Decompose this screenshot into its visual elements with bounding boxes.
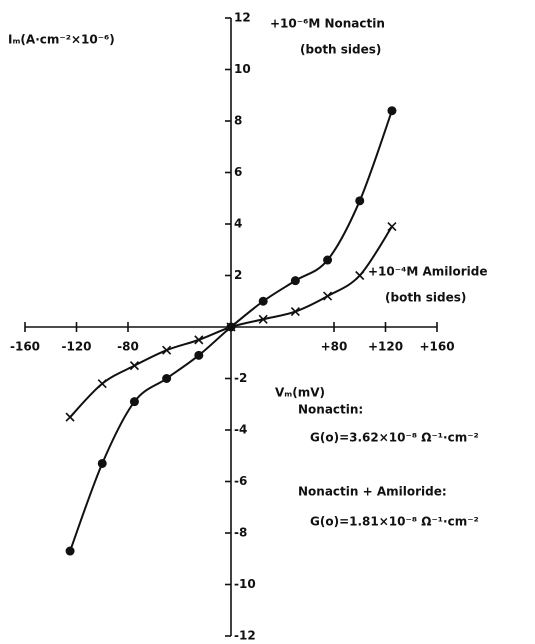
y-axis-label: Iₘ(A·cm⁻²×10⁻⁶): [8, 33, 115, 47]
point: [355, 196, 365, 206]
point: [387, 222, 397, 232]
point: [322, 291, 333, 301]
y-tick-label: 12: [234, 11, 251, 25]
cross-stroke: [162, 345, 172, 355]
x-tick-label: +120: [368, 340, 403, 354]
x-tick-label: -80: [117, 340, 139, 354]
point: [194, 350, 204, 360]
annotation: Nonactin:: [298, 403, 363, 417]
cross-stroke: [194, 335, 204, 345]
point: [97, 458, 107, 468]
point: [162, 345, 172, 355]
cross-stroke: [322, 291, 333, 301]
y-tick-label: -6: [234, 474, 247, 488]
y-tick-label: 6: [234, 165, 242, 179]
x-tick-label: -160: [10, 340, 40, 354]
point: [129, 361, 140, 371]
point: [258, 296, 268, 306]
point: [162, 374, 172, 383]
cross-stroke: [258, 314, 268, 324]
point: [290, 306, 300, 317]
x-tick-label: -120: [61, 340, 91, 354]
point: [65, 546, 75, 556]
y-tick-label: -2: [234, 371, 247, 385]
legend-note: (both sides): [385, 291, 466, 305]
point: [355, 270, 365, 281]
legend-note: (both sides): [300, 43, 381, 57]
cross-stroke: [355, 270, 365, 281]
legend-label: +10⁻⁶M Nonactin: [270, 17, 385, 31]
point: [258, 314, 268, 324]
y-tick-label: -8: [234, 526, 247, 540]
cross-stroke: [226, 322, 236, 332]
annotation: Nonactin + Amiloride:: [298, 485, 447, 499]
annotation: G(o)=1.81×10⁻⁸ Ω⁻¹·cm⁻²: [310, 515, 479, 529]
point: [65, 412, 75, 422]
y-tick-label: 4: [234, 217, 242, 231]
legend-label: +10⁻⁴M Amiloride: [368, 265, 487, 279]
point: [129, 397, 139, 407]
x-axis-label: Vₘ(mV): [275, 386, 325, 400]
y-tick-label: -12: [234, 629, 256, 643]
point: [226, 322, 236, 332]
point: [194, 335, 204, 345]
point: [387, 106, 397, 116]
x-tick-label: +80: [321, 340, 348, 354]
cross-stroke: [129, 361, 140, 371]
y-tick-label: 8: [234, 114, 242, 128]
cross-stroke: [387, 222, 397, 232]
point: [290, 276, 300, 286]
point: [97, 379, 107, 389]
y-tick-label: -4: [234, 423, 247, 437]
cross-stroke: [65, 412, 75, 422]
cross-stroke: [290, 306, 300, 317]
x-tick-label: +160: [419, 340, 454, 354]
y-tick-label: -10: [234, 577, 256, 591]
annotation: G(o)=3.62×10⁻⁸ Ω⁻¹·cm⁻²: [310, 431, 479, 445]
cross-stroke: [97, 379, 107, 389]
point: [323, 255, 333, 265]
y-tick-label: 10: [234, 62, 251, 76]
y-tick-label: 2: [234, 268, 242, 282]
